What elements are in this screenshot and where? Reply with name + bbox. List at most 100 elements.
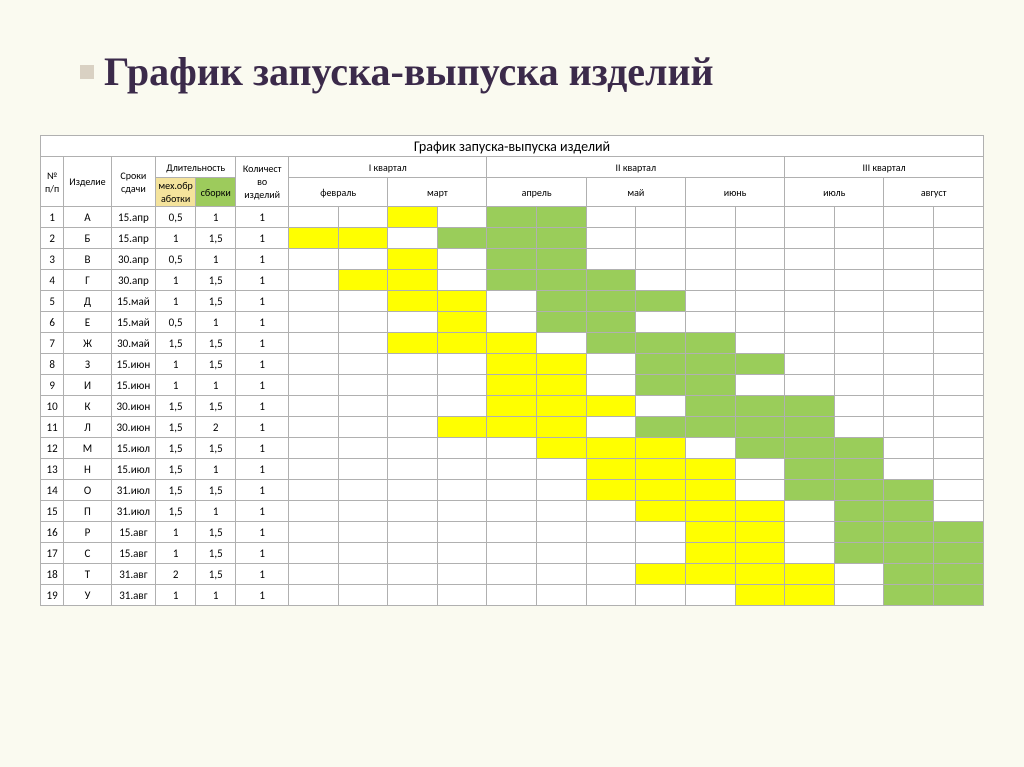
- gantt-cell: [388, 270, 438, 291]
- gantt-cell: [834, 459, 884, 480]
- gantt-cell: [735, 501, 785, 522]
- gantt-cell: [289, 522, 339, 543]
- gantt-cell: [289, 249, 339, 270]
- table-row: 15П31.июл1,511: [41, 501, 984, 522]
- gantt-cell: [586, 543, 636, 564]
- gantt-cell: [537, 396, 587, 417]
- gantt-cell: [834, 291, 884, 312]
- gantt-cell: [735, 228, 785, 249]
- gantt-cell: [487, 396, 537, 417]
- table-row: 19У31.авг111: [41, 585, 984, 606]
- gantt-cell: [437, 459, 487, 480]
- gantt-cell: [735, 291, 785, 312]
- chart-title: График запуска-выпуска изделий: [41, 136, 984, 157]
- title-text: График запуска-выпуска изделий: [104, 49, 714, 94]
- cell-mex: 1,5: [156, 438, 196, 459]
- gantt-body: 1А15.апр0,5112Б15.апр11,513В30.апр0,5114…: [41, 207, 984, 606]
- table-row: 8З15.июн11,51: [41, 354, 984, 375]
- cell-due: 15.авг: [111, 522, 155, 543]
- gantt-cell: [586, 417, 636, 438]
- gantt-cell: [289, 417, 339, 438]
- gantt-cell: [685, 207, 735, 228]
- gantt-cell: [388, 543, 438, 564]
- cell-due: 30.июн: [111, 396, 155, 417]
- gantt-cell: [437, 501, 487, 522]
- gantt-cell: [388, 438, 438, 459]
- gantt-cell: [735, 459, 785, 480]
- cell-mex: 1: [156, 228, 196, 249]
- gantt-cell: [338, 480, 388, 501]
- gantt-cell: [785, 333, 835, 354]
- gantt-cell: [636, 207, 686, 228]
- gantt-cell: [338, 207, 388, 228]
- gantt-cell: [537, 270, 587, 291]
- gantt-cell: [735, 522, 785, 543]
- gantt-cell: [636, 564, 686, 585]
- cell-sbor: 1: [196, 312, 236, 333]
- gantt-cell: [785, 207, 835, 228]
- gantt-cell: [735, 438, 785, 459]
- cell-qty: 1: [236, 249, 289, 270]
- gantt-cell: [338, 375, 388, 396]
- cell-due: 15.июн: [111, 375, 155, 396]
- cell-prod: А: [64, 207, 112, 228]
- gantt-cell: [884, 585, 934, 606]
- gantt-cell: [785, 564, 835, 585]
- gantt-cell: [487, 480, 537, 501]
- cell-mex: 1: [156, 375, 196, 396]
- gantt-cell: [537, 501, 587, 522]
- gantt-cell: [289, 438, 339, 459]
- cell-mex: 1,5: [156, 501, 196, 522]
- gantt-cell: [289, 333, 339, 354]
- gantt-cell: [785, 291, 835, 312]
- gantt-cell: [884, 312, 934, 333]
- gantt-cell: [388, 585, 438, 606]
- gantt-cell: [338, 564, 388, 585]
- gantt-cell: [785, 459, 835, 480]
- cell-num: 9: [41, 375, 64, 396]
- cell-due: 15.май: [111, 291, 155, 312]
- page-title: График запуска-выпуска изделий: [80, 48, 984, 95]
- gantt-cell: [388, 564, 438, 585]
- cell-due: 31.авг: [111, 585, 155, 606]
- cell-prod: Н: [64, 459, 112, 480]
- cell-num: 11: [41, 417, 64, 438]
- table-row: 10К30.июн1,51,51: [41, 396, 984, 417]
- cell-due: 31.июл: [111, 501, 155, 522]
- gantt-cell: [685, 459, 735, 480]
- gantt-cell: [933, 501, 983, 522]
- gantt-cell: [735, 543, 785, 564]
- gantt-cell: [735, 249, 785, 270]
- cell-sbor: 1: [196, 375, 236, 396]
- gantt-cell: [338, 270, 388, 291]
- cell-num: 18: [41, 564, 64, 585]
- gantt-cell: [636, 396, 686, 417]
- gantt-cell: [586, 291, 636, 312]
- gantt-cell: [388, 207, 438, 228]
- cell-num: 13: [41, 459, 64, 480]
- gantt-cell: [487, 459, 537, 480]
- gantt-cell: [685, 228, 735, 249]
- gantt-cell: [338, 501, 388, 522]
- gantt-cell: [685, 333, 735, 354]
- gantt-cell: [884, 375, 934, 396]
- cell-num: 2: [41, 228, 64, 249]
- gantt-cell: [487, 417, 537, 438]
- cell-due: 15.июл: [111, 438, 155, 459]
- gantt-cell: [537, 543, 587, 564]
- gantt-cell: [388, 396, 438, 417]
- gantt-cell: [636, 228, 686, 249]
- gantt-cell: [586, 480, 636, 501]
- gantt-cell: [338, 291, 388, 312]
- cell-num: 3: [41, 249, 64, 270]
- cell-sbor: 1,5: [196, 543, 236, 564]
- gantt-cell: [338, 417, 388, 438]
- cell-sbor: 1,5: [196, 354, 236, 375]
- gantt-cell: [933, 333, 983, 354]
- gantt-cell: [338, 249, 388, 270]
- gantt-cell: [437, 480, 487, 501]
- gantt-cell: [537, 207, 587, 228]
- gantt-cell: [685, 375, 735, 396]
- table-row: 9И15.июн111: [41, 375, 984, 396]
- cell-due: 31.июл: [111, 480, 155, 501]
